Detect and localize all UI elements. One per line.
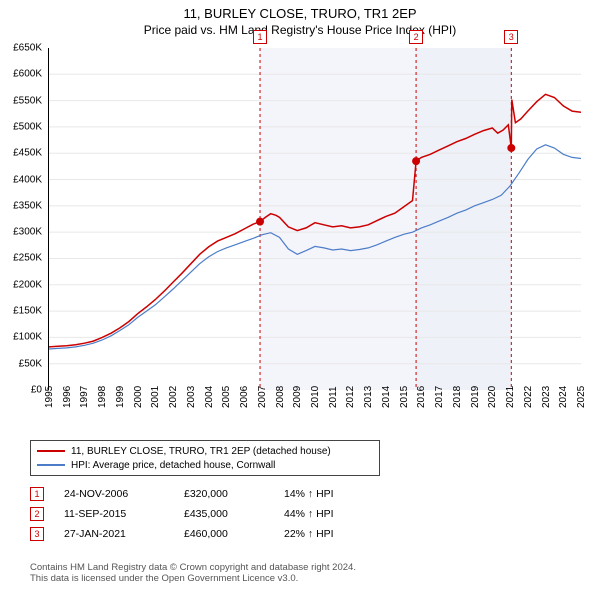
legend-row: 11, BURLEY CLOSE, TRURO, TR1 2EP (detach… — [37, 444, 373, 458]
y-tick-label: £250K — [13, 253, 42, 264]
sales-row: 1 24-NOV-2006£320,00014% ↑ HPI — [30, 484, 374, 504]
chart-plot-area: 123 — [48, 48, 580, 390]
x-tick-label: 2017 — [434, 386, 445, 408]
x-tick-label: 2002 — [168, 386, 179, 408]
sales-row: 2 11-SEP-2015£435,00044% ↑ HPI — [30, 504, 374, 524]
y-tick-label: £300K — [13, 227, 42, 238]
sale-date: 24-NOV-2006 — [64, 488, 184, 500]
y-tick-label: £200K — [13, 279, 42, 290]
x-tick-label: 2011 — [328, 386, 339, 408]
x-tick-label: 2006 — [239, 386, 250, 408]
sale-diff-vs-hpi: 14% ↑ HPI — [284, 488, 374, 500]
x-tick-label: 1996 — [62, 386, 73, 408]
legend-box: 11, BURLEY CLOSE, TRURO, TR1 2EP (detach… — [30, 440, 380, 476]
x-tick-label: 2001 — [150, 386, 161, 408]
y-tick-label: £400K — [13, 174, 42, 185]
legend-swatch — [37, 450, 65, 452]
y-axis-ticks: £0£50K£100K£150K£200K£250K£300K£350K£400… — [0, 48, 44, 390]
x-tick-label: 2023 — [541, 386, 552, 408]
sale-diff-vs-hpi: 22% ↑ HPI — [284, 528, 374, 540]
x-tick-label: 2014 — [381, 386, 392, 408]
x-tick-label: 2004 — [204, 386, 215, 408]
sale-marker-icon: 1 — [30, 487, 44, 501]
legend-label: HPI: Average price, detached house, Corn… — [71, 460, 275, 471]
x-tick-label: 1995 — [44, 386, 55, 408]
x-tick-label: 1998 — [97, 386, 108, 408]
sale-date: 11-SEP-2015 — [64, 508, 184, 520]
x-tick-label: 2022 — [523, 386, 534, 408]
x-tick-label: 2024 — [558, 386, 569, 408]
sale-price: £320,000 — [184, 488, 284, 500]
y-tick-label: £450K — [13, 148, 42, 159]
sales-row: 3 27-JAN-2021£460,00022% ↑ HPI — [30, 524, 374, 544]
sale-marker-2: 2 — [409, 30, 423, 44]
sale-marker-3: 3 — [504, 30, 518, 44]
x-tick-label: 2018 — [452, 386, 463, 408]
y-tick-label: £50K — [19, 358, 42, 369]
footer-line-2: This data is licensed under the Open Gov… — [30, 573, 356, 584]
sales-table: 1 24-NOV-2006£320,00014% ↑ HPI 2 11-SEP-201… — [30, 484, 374, 544]
x-tick-label: 2009 — [292, 386, 303, 408]
sale-price: £435,000 — [184, 508, 284, 520]
sale-price: £460,000 — [184, 528, 284, 540]
x-tick-label: 2008 — [275, 386, 286, 408]
x-tick-label: 2005 — [221, 386, 232, 408]
x-tick-label: 2015 — [399, 386, 410, 408]
x-tick-label: 2010 — [310, 386, 321, 408]
legend-row: HPI: Average price, detached house, Corn… — [37, 458, 373, 472]
x-tick-label: 1997 — [79, 386, 90, 408]
y-tick-label: £550K — [13, 95, 42, 106]
x-axis-ticks: 1995199619971998199920002001200220032004… — [48, 392, 580, 438]
x-tick-label: 2019 — [470, 386, 481, 408]
legend-label: 11, BURLEY CLOSE, TRURO, TR1 2EP (detach… — [71, 446, 331, 457]
x-tick-label: 2012 — [345, 386, 356, 408]
x-tick-label: 2021 — [505, 386, 516, 408]
y-tick-label: £100K — [13, 332, 42, 343]
chart-svg — [49, 48, 581, 390]
x-tick-label: 2003 — [186, 386, 197, 408]
x-tick-label: 2007 — [257, 386, 268, 408]
x-tick-label: 2000 — [133, 386, 144, 408]
sale-marker-icon: 2 — [30, 507, 44, 521]
page-title: 11, BURLEY CLOSE, TRURO, TR1 2EP — [0, 0, 600, 21]
y-tick-label: £500K — [13, 121, 42, 132]
y-tick-label: £600K — [13, 69, 42, 80]
x-tick-label: 2016 — [416, 386, 427, 408]
x-tick-label: 2020 — [487, 386, 498, 408]
x-tick-label: 2013 — [363, 386, 374, 408]
x-tick-label: 1999 — [115, 386, 126, 408]
sale-diff-vs-hpi: 44% ↑ HPI — [284, 508, 374, 520]
sale-marker-1: 1 — [253, 30, 267, 44]
x-tick-label: 2025 — [576, 386, 587, 408]
sale-marker-icon: 3 — [30, 527, 44, 541]
y-tick-label: £150K — [13, 306, 42, 317]
footer-attribution: Contains HM Land Registry data © Crown c… — [30, 562, 356, 584]
footer-line-1: Contains HM Land Registry data © Crown c… — [30, 562, 356, 573]
legend-swatch — [37, 464, 65, 466]
chart-container: 11, BURLEY CLOSE, TRURO, TR1 2EP Price p… — [0, 0, 600, 590]
sale-date: 27-JAN-2021 — [64, 528, 184, 540]
y-tick-label: £350K — [13, 200, 42, 211]
y-tick-label: £650K — [13, 43, 42, 54]
y-tick-label: £0 — [31, 385, 42, 396]
